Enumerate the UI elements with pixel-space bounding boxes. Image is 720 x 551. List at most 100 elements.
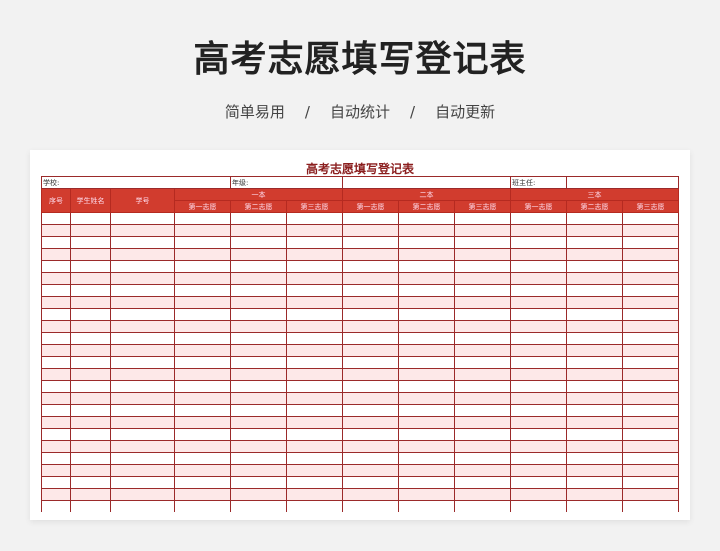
table-cell[interactable] — [566, 404, 623, 417]
table-cell[interactable] — [566, 428, 623, 441]
table-cell[interactable] — [454, 284, 511, 297]
table-cell[interactable] — [342, 452, 399, 465]
table-cell[interactable] — [342, 332, 399, 345]
table-cell[interactable] — [398, 308, 455, 321]
table-cell[interactable] — [566, 260, 623, 273]
table-cell[interactable] — [70, 308, 111, 321]
table-cell[interactable] — [174, 260, 231, 273]
table-cell[interactable] — [622, 464, 679, 477]
table-cell[interactable] — [510, 260, 567, 273]
table-cell[interactable] — [286, 284, 343, 297]
table-cell[interactable] — [566, 284, 623, 297]
table-cell[interactable] — [510, 404, 567, 417]
table-cell[interactable] — [342, 440, 399, 453]
table-cell[interactable] — [41, 440, 71, 453]
table-cell[interactable] — [230, 464, 287, 477]
table-cell[interactable] — [622, 296, 679, 309]
table-cell[interactable] — [286, 500, 343, 512]
table-cell[interactable] — [286, 272, 343, 285]
table-cell[interactable] — [230, 272, 287, 285]
table-cell[interactable] — [398, 452, 455, 465]
table-cell[interactable] — [510, 488, 567, 501]
table-cell[interactable] — [286, 380, 343, 393]
table-cell[interactable] — [110, 440, 175, 453]
table-cell[interactable] — [174, 404, 231, 417]
table-cell[interactable] — [342, 464, 399, 477]
table-cell[interactable] — [622, 248, 679, 261]
table-cell[interactable] — [41, 224, 71, 237]
table-cell[interactable] — [342, 356, 399, 369]
table-cell[interactable] — [41, 236, 71, 249]
table-cell[interactable] — [110, 356, 175, 369]
table-cell[interactable] — [70, 428, 111, 441]
table-cell[interactable] — [230, 380, 287, 393]
table-cell[interactable] — [41, 272, 71, 285]
table-cell[interactable] — [342, 212, 399, 225]
table-cell[interactable] — [566, 476, 623, 489]
table-cell[interactable] — [622, 380, 679, 393]
table-cell[interactable] — [510, 212, 567, 225]
table-cell[interactable] — [454, 344, 511, 357]
table-cell[interactable] — [398, 416, 455, 429]
table-cell[interactable] — [510, 284, 567, 297]
table-cell[interactable] — [566, 320, 623, 333]
table-cell[interactable] — [286, 320, 343, 333]
table-cell[interactable] — [230, 404, 287, 417]
table-cell[interactable] — [398, 320, 455, 333]
table-cell[interactable] — [398, 260, 455, 273]
table-cell[interactable] — [342, 308, 399, 321]
table-cell[interactable] — [230, 332, 287, 345]
table-cell[interactable] — [566, 464, 623, 477]
table-cell[interactable] — [174, 464, 231, 477]
table-cell[interactable] — [566, 296, 623, 309]
table-cell[interactable] — [286, 488, 343, 501]
table-cell[interactable] — [566, 488, 623, 501]
table-cell[interactable] — [510, 428, 567, 441]
table-cell[interactable] — [110, 284, 175, 297]
table-cell[interactable] — [110, 500, 175, 512]
table-cell[interactable] — [398, 248, 455, 261]
table-cell[interactable] — [622, 236, 679, 249]
table-cell[interactable] — [41, 428, 71, 441]
table-cell[interactable] — [70, 320, 111, 333]
table-cell[interactable] — [454, 272, 511, 285]
table-cell[interactable] — [510, 272, 567, 285]
table-cell[interactable] — [230, 488, 287, 501]
table-cell[interactable] — [510, 236, 567, 249]
table-cell[interactable] — [286, 344, 343, 357]
table-cell[interactable] — [70, 392, 111, 405]
table-cell[interactable] — [286, 368, 343, 381]
table-cell[interactable] — [622, 392, 679, 405]
table-cell[interactable] — [286, 308, 343, 321]
table-cell[interactable] — [622, 440, 679, 453]
table-cell[interactable] — [398, 392, 455, 405]
table-cell[interactable] — [70, 404, 111, 417]
table-cell[interactable] — [510, 440, 567, 453]
table-cell[interactable] — [622, 212, 679, 225]
table-cell[interactable] — [342, 224, 399, 237]
table-cell[interactable] — [398, 380, 455, 393]
table-cell[interactable] — [174, 416, 231, 429]
table-cell[interactable] — [398, 284, 455, 297]
table-cell[interactable] — [41, 452, 71, 465]
table-cell[interactable] — [70, 440, 111, 453]
table-cell[interactable] — [286, 260, 343, 273]
table-cell[interactable] — [174, 368, 231, 381]
table-cell[interactable] — [70, 500, 111, 512]
table-cell[interactable] — [342, 404, 399, 417]
table-cell[interactable] — [286, 416, 343, 429]
table-cell[interactable] — [566, 272, 623, 285]
table-cell[interactable] — [622, 452, 679, 465]
table-cell[interactable] — [70, 416, 111, 429]
table-cell[interactable] — [230, 368, 287, 381]
table-cell[interactable] — [510, 344, 567, 357]
table-cell[interactable] — [230, 452, 287, 465]
table-cell[interactable] — [454, 260, 511, 273]
table-cell[interactable] — [174, 428, 231, 441]
table-cell[interactable] — [230, 224, 287, 237]
table-cell[interactable] — [41, 212, 71, 225]
table-cell[interactable] — [510, 380, 567, 393]
table-cell[interactable] — [286, 464, 343, 477]
table-cell[interactable] — [174, 224, 231, 237]
table-cell[interactable] — [510, 416, 567, 429]
